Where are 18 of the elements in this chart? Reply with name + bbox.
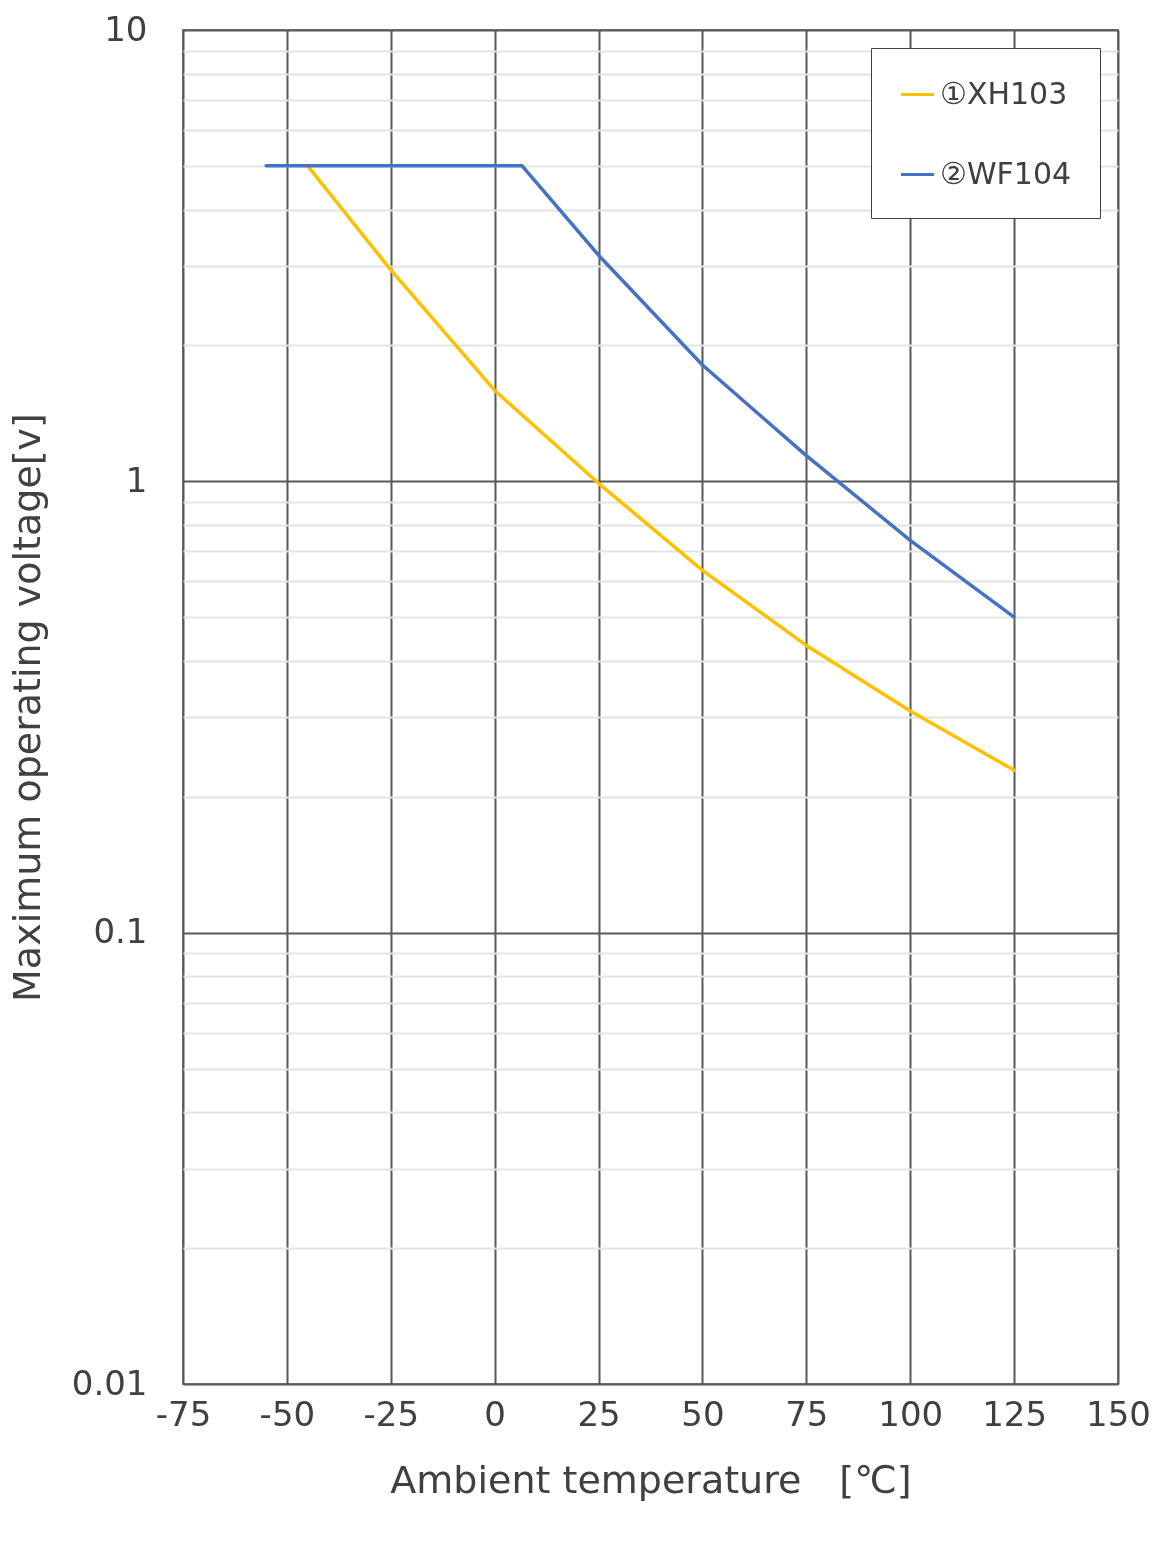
y-tick-label: 0.1 [93,911,148,952]
x-axis-title: Ambient temperature [℃] [390,1457,912,1502]
y-axis-title: Maximum operating voltage[v] [4,413,49,1002]
x-tick-label: -50 [259,1393,316,1434]
x-tick-label: 150 [1086,1393,1151,1434]
legend-label: ②WF104 [940,155,1072,191]
x-tick-label: 0 [484,1393,506,1434]
x-tick-label: 50 [681,1393,725,1434]
y-tick-label: 0.01 [71,1362,148,1403]
y-tick-label: 1 [125,459,148,500]
x-tick-label: -25 [363,1393,420,1434]
legend-label: ①XH103 [940,75,1068,111]
x-tick-label: 25 [577,1393,621,1434]
x-tick-label: 100 [878,1393,944,1434]
x-tick-label: 125 [982,1393,1048,1434]
y-tick-label: 10 [104,8,148,49]
x-tick-label: 75 [785,1393,829,1434]
x-tick-label: -75 [155,1393,212,1434]
